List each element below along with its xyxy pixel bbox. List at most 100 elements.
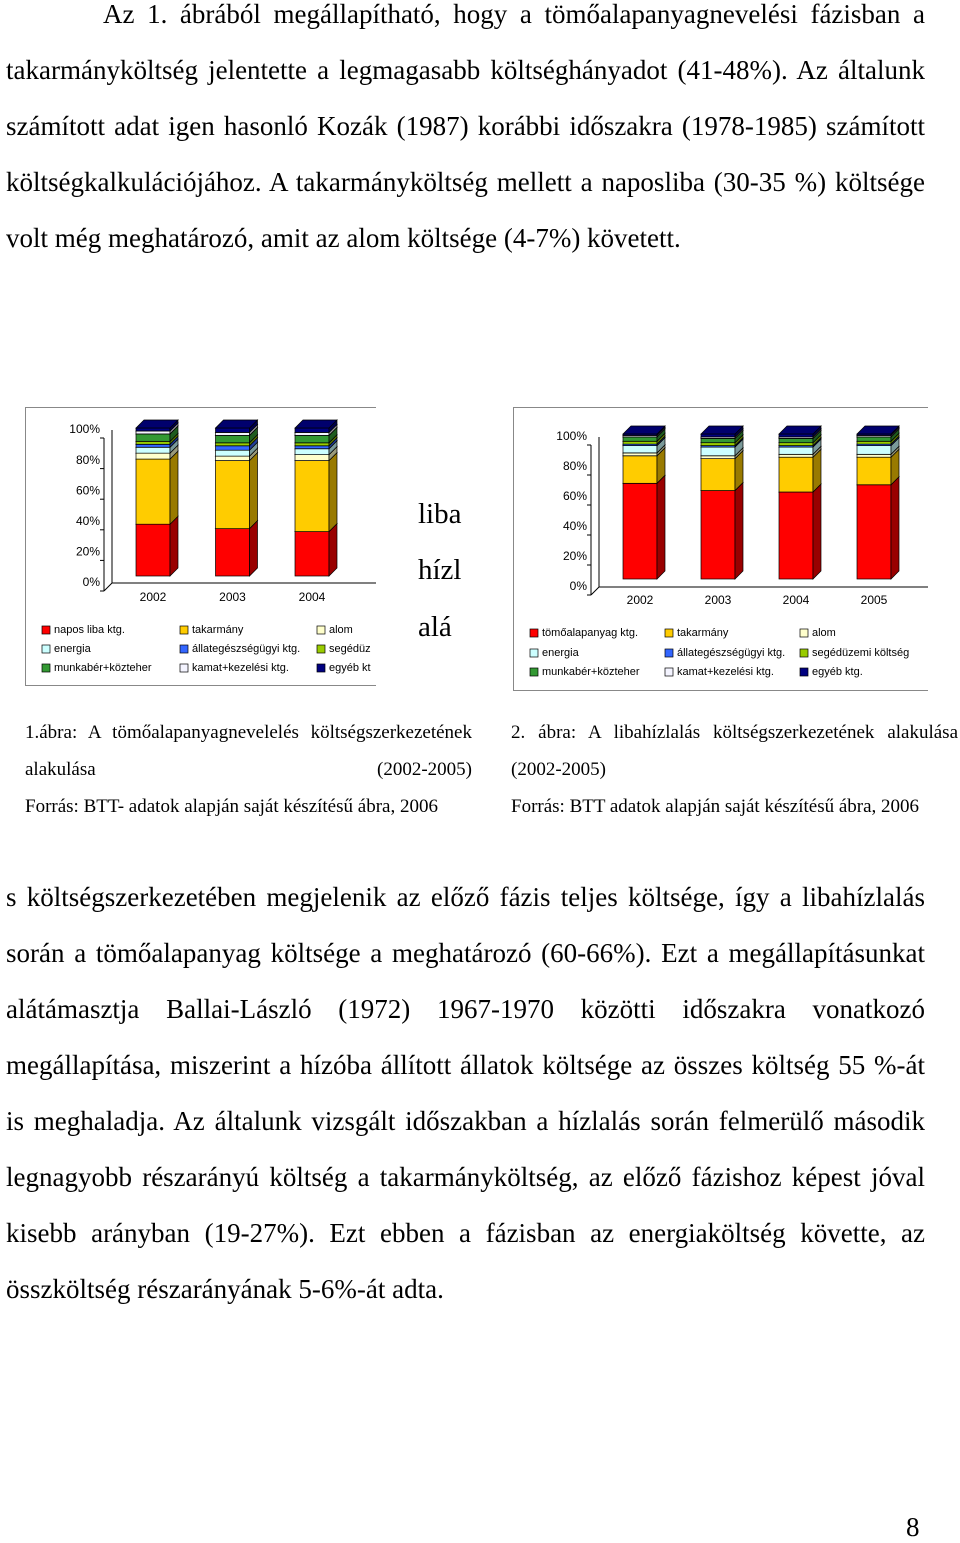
bar-segment [294, 435, 330, 444]
bar-segment-side [328, 522, 338, 577]
bar-segment [215, 460, 250, 529]
paragraph: Az 1. ábrából megállapítható, hogy a töm… [6, 0, 925, 253]
legend-label: egyéb ktg. [812, 666, 863, 678]
bar-segment [215, 445, 250, 451]
bar-segment [294, 531, 330, 577]
legend-label: állategészségügyi ktg. [677, 647, 785, 659]
legend-label: napos liba ktg. [54, 624, 125, 636]
bar-segment [856, 440, 892, 445]
fragment: alá [418, 611, 452, 643]
bar-segment [135, 452, 171, 460]
bar-segment-top [700, 425, 744, 435]
bar-segment [778, 453, 814, 458]
legend-swatch [316, 625, 326, 635]
x-tick-label: 2003 [705, 593, 732, 607]
chart: 0% 20% 40% 60% 80% 100% 2002 2003 2004 2005 tömőal… [513, 407, 928, 691]
bar-segment [135, 430, 171, 435]
x-tick-label: 2002 [140, 590, 167, 604]
caption: 2. ábra: A libahízlalás költségszerkezet… [511, 714, 958, 825]
bar-segment [700, 458, 736, 491]
bar-segment [700, 442, 736, 446]
fragment: liba [418, 498, 462, 530]
y-tick-label: 0% [570, 579, 588, 593]
legend-label: állategészségügyi ktg. [192, 643, 300, 655]
bar-segment [622, 455, 658, 484]
bar-segment [135, 427, 171, 432]
y-tick-label: 80% [563, 459, 587, 473]
page-number: 8 [906, 1512, 920, 1542]
y-tick-label: 80% [76, 453, 100, 467]
bar-segment [294, 448, 330, 455]
legend-swatch [664, 667, 674, 677]
bar-segment [856, 445, 892, 455]
legend-swatch [799, 628, 809, 638]
legend-swatch [799, 648, 809, 658]
bar-segment [135, 440, 171, 445]
bar-segment [778, 433, 814, 438]
legend-swatch [529, 648, 539, 658]
bar-segment [135, 446, 171, 454]
y-tick-label: 20% [563, 549, 587, 563]
bar-segment [622, 482, 658, 580]
y-tick-label: 20% [76, 545, 100, 559]
caption-source: Forrás: BTT adatok alapján saját készíté… [511, 796, 920, 817]
legend-label: segédüzemi költség [812, 647, 909, 659]
bar-segment [135, 458, 171, 525]
legend-swatch [529, 628, 539, 638]
bar-segment [215, 442, 250, 447]
bar-segment-top [622, 425, 666, 435]
legend-label: kamat+kezelési ktg. [192, 662, 289, 674]
bar-segment [622, 436, 658, 442]
bar-segment [622, 452, 658, 457]
bar-segment [778, 442, 814, 446]
bar-segment-top [214, 419, 259, 429]
legend-swatch [799, 667, 809, 677]
bar-segment [856, 453, 892, 458]
legend-label: alom [329, 624, 353, 636]
bar-segment [294, 432, 330, 436]
bar-segment [135, 433, 171, 442]
legend-label: energia [542, 647, 580, 659]
x-tick-label: 2004 [299, 590, 326, 604]
bar-segment [700, 490, 736, 580]
caption-title: 1.ábra: A tömőalapanyagnevelelés költség… [25, 722, 472, 780]
fragment: hízl [418, 554, 462, 586]
x-tick-label: 2004 [783, 593, 810, 607]
bar-segment-side [169, 450, 179, 526]
legend-swatch [179, 625, 189, 635]
bar-segment [700, 438, 736, 444]
bar-segment-side [734, 481, 744, 580]
legend-swatch [664, 648, 674, 658]
y-tick-label: 100% [556, 429, 587, 443]
legend-label: tömőalapanyag ktg. [542, 627, 638, 639]
x-tick-label: 2003 [219, 590, 246, 604]
bar-segment [294, 442, 330, 447]
y-tick-label: 0% [83, 575, 101, 589]
legend-swatch [179, 644, 189, 654]
bar-segment-top [135, 419, 179, 429]
bar-segment [215, 528, 250, 577]
bar-segment-side [169, 515, 179, 577]
legend-label: kamat+kezelési ktg. [677, 666, 774, 678]
bar-segment-side [812, 483, 822, 580]
legend-swatch [41, 663, 51, 673]
legend-swatch [529, 667, 539, 677]
caption: 1.ábra: A tömőalapanyagnevelelés költség… [25, 714, 472, 825]
y-tick-label: 60% [563, 489, 587, 503]
bar-segment-top [294, 419, 338, 429]
y-tick-label: 40% [563, 519, 587, 533]
bar-segment [215, 427, 250, 433]
bar-segment [215, 449, 250, 457]
legend-swatch [316, 644, 326, 654]
chart: 0%20%40%60%80%100%2002200320042napos lib… [25, 407, 376, 686]
legend-label: munkabér+közteher [542, 666, 640, 678]
caption-source: Forrás: BTT- adatok alapján saját készít… [25, 796, 438, 817]
bar-segment [856, 484, 892, 580]
bar-segment [135, 523, 171, 577]
bar-segment [294, 460, 330, 532]
caption-title: 2. ábra: A libahízlalás költségszerkezet… [511, 722, 958, 780]
legend-label: munkabér+közteher [54, 662, 152, 674]
y-tick-label: 100% [69, 422, 100, 436]
bar-segment [294, 445, 330, 450]
